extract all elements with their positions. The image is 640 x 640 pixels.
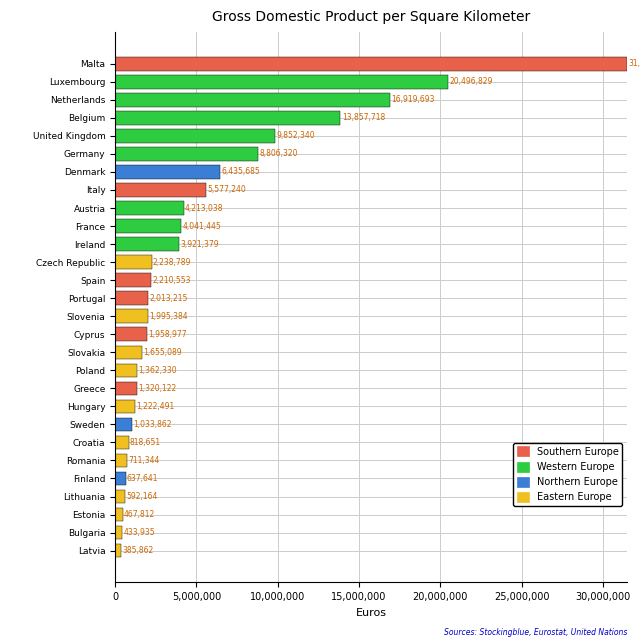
Text: 20,496,829: 20,496,829 [450, 77, 493, 86]
Bar [115, 346, 142, 359]
Text: 1,033,862: 1,033,862 [133, 420, 172, 429]
Text: Sources: Stockingblue, Eurostat, United Nations: Sources: Stockingblue, Eurostat, United … [444, 628, 627, 637]
Bar [115, 273, 151, 287]
Bar [115, 526, 122, 540]
Bar [115, 93, 390, 107]
Bar [115, 418, 132, 431]
Bar [115, 436, 129, 449]
Bar [115, 147, 259, 161]
Bar [115, 220, 181, 233]
Bar [115, 364, 138, 377]
Title: Gross Domestic Product per Square Kilometer: Gross Domestic Product per Square Kilome… [212, 10, 531, 24]
Text: 31,465,506: 31,465,506 [628, 60, 640, 68]
Text: 8,806,320: 8,806,320 [260, 149, 298, 159]
Bar [115, 291, 148, 305]
Bar [115, 201, 184, 215]
Text: 13,857,718: 13,857,718 [342, 113, 385, 122]
Text: 385,862: 385,862 [123, 546, 154, 555]
Text: 2,238,789: 2,238,789 [153, 258, 191, 267]
Bar [115, 454, 127, 467]
Bar [115, 75, 449, 88]
Text: 467,812: 467,812 [124, 510, 156, 519]
Bar [115, 328, 147, 341]
Bar [115, 165, 220, 179]
Bar [115, 57, 627, 70]
Text: 711,344: 711,344 [128, 456, 159, 465]
X-axis label: Euros: Euros [356, 607, 387, 618]
Bar [115, 183, 206, 196]
Text: 3,921,379: 3,921,379 [180, 239, 219, 248]
Text: 1,222,491: 1,222,491 [136, 402, 175, 411]
Legend: Southern Europe, Western Europe, Northern Europe, Eastern Europe: Southern Europe, Western Europe, Norther… [513, 443, 622, 506]
Bar [115, 490, 125, 503]
Text: 16,919,693: 16,919,693 [392, 95, 435, 104]
Text: 4,041,445: 4,041,445 [182, 221, 221, 230]
Bar [115, 508, 123, 522]
Text: 2,013,215: 2,013,215 [149, 294, 188, 303]
Text: 1,362,330: 1,362,330 [139, 366, 177, 375]
Text: 5,577,240: 5,577,240 [207, 186, 246, 195]
Bar [115, 111, 340, 125]
Bar [115, 472, 125, 485]
Text: 9,852,340: 9,852,340 [276, 131, 316, 140]
Text: 1,320,122: 1,320,122 [138, 384, 176, 393]
Text: 6,435,685: 6,435,685 [221, 168, 260, 177]
Text: 2,210,553: 2,210,553 [152, 276, 191, 285]
Bar [115, 381, 137, 395]
Text: 1,995,384: 1,995,384 [149, 312, 188, 321]
Bar [115, 237, 179, 251]
Text: 637,641: 637,641 [127, 474, 158, 483]
Text: 433,935: 433,935 [124, 528, 155, 537]
Bar [115, 255, 152, 269]
Bar [115, 399, 135, 413]
Text: 1,958,977: 1,958,977 [148, 330, 187, 339]
Bar [115, 310, 148, 323]
Text: 592,164: 592,164 [126, 492, 157, 501]
Bar [115, 129, 275, 143]
Text: 4,213,038: 4,213,038 [185, 204, 223, 212]
Bar [115, 544, 122, 557]
Text: 818,651: 818,651 [130, 438, 161, 447]
Text: 1,655,089: 1,655,089 [143, 348, 182, 356]
